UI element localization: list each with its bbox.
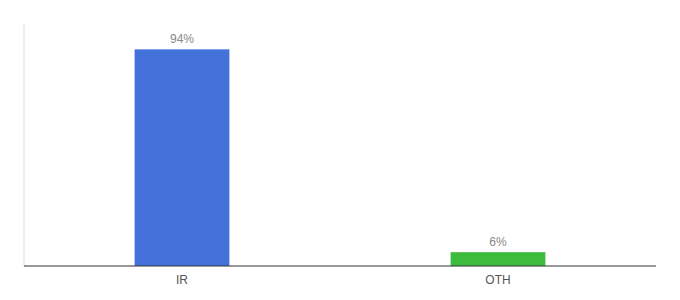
bar [135,49,230,266]
x-tick-label: OTH [485,273,510,287]
data-label: 6% [489,235,507,249]
chart-svg: IR OTH 94% 6% [0,0,680,300]
data-label: 94% [170,32,194,46]
y-axis-line [24,24,25,266]
bar [451,252,546,266]
chart-container: IR OTH 94% 6% [0,0,680,300]
plot-area: IR OTH 94% 6% [24,24,656,287]
x-tick-label: IR [176,273,188,287]
x-axis-line [24,266,656,267]
bars [135,49,546,266]
